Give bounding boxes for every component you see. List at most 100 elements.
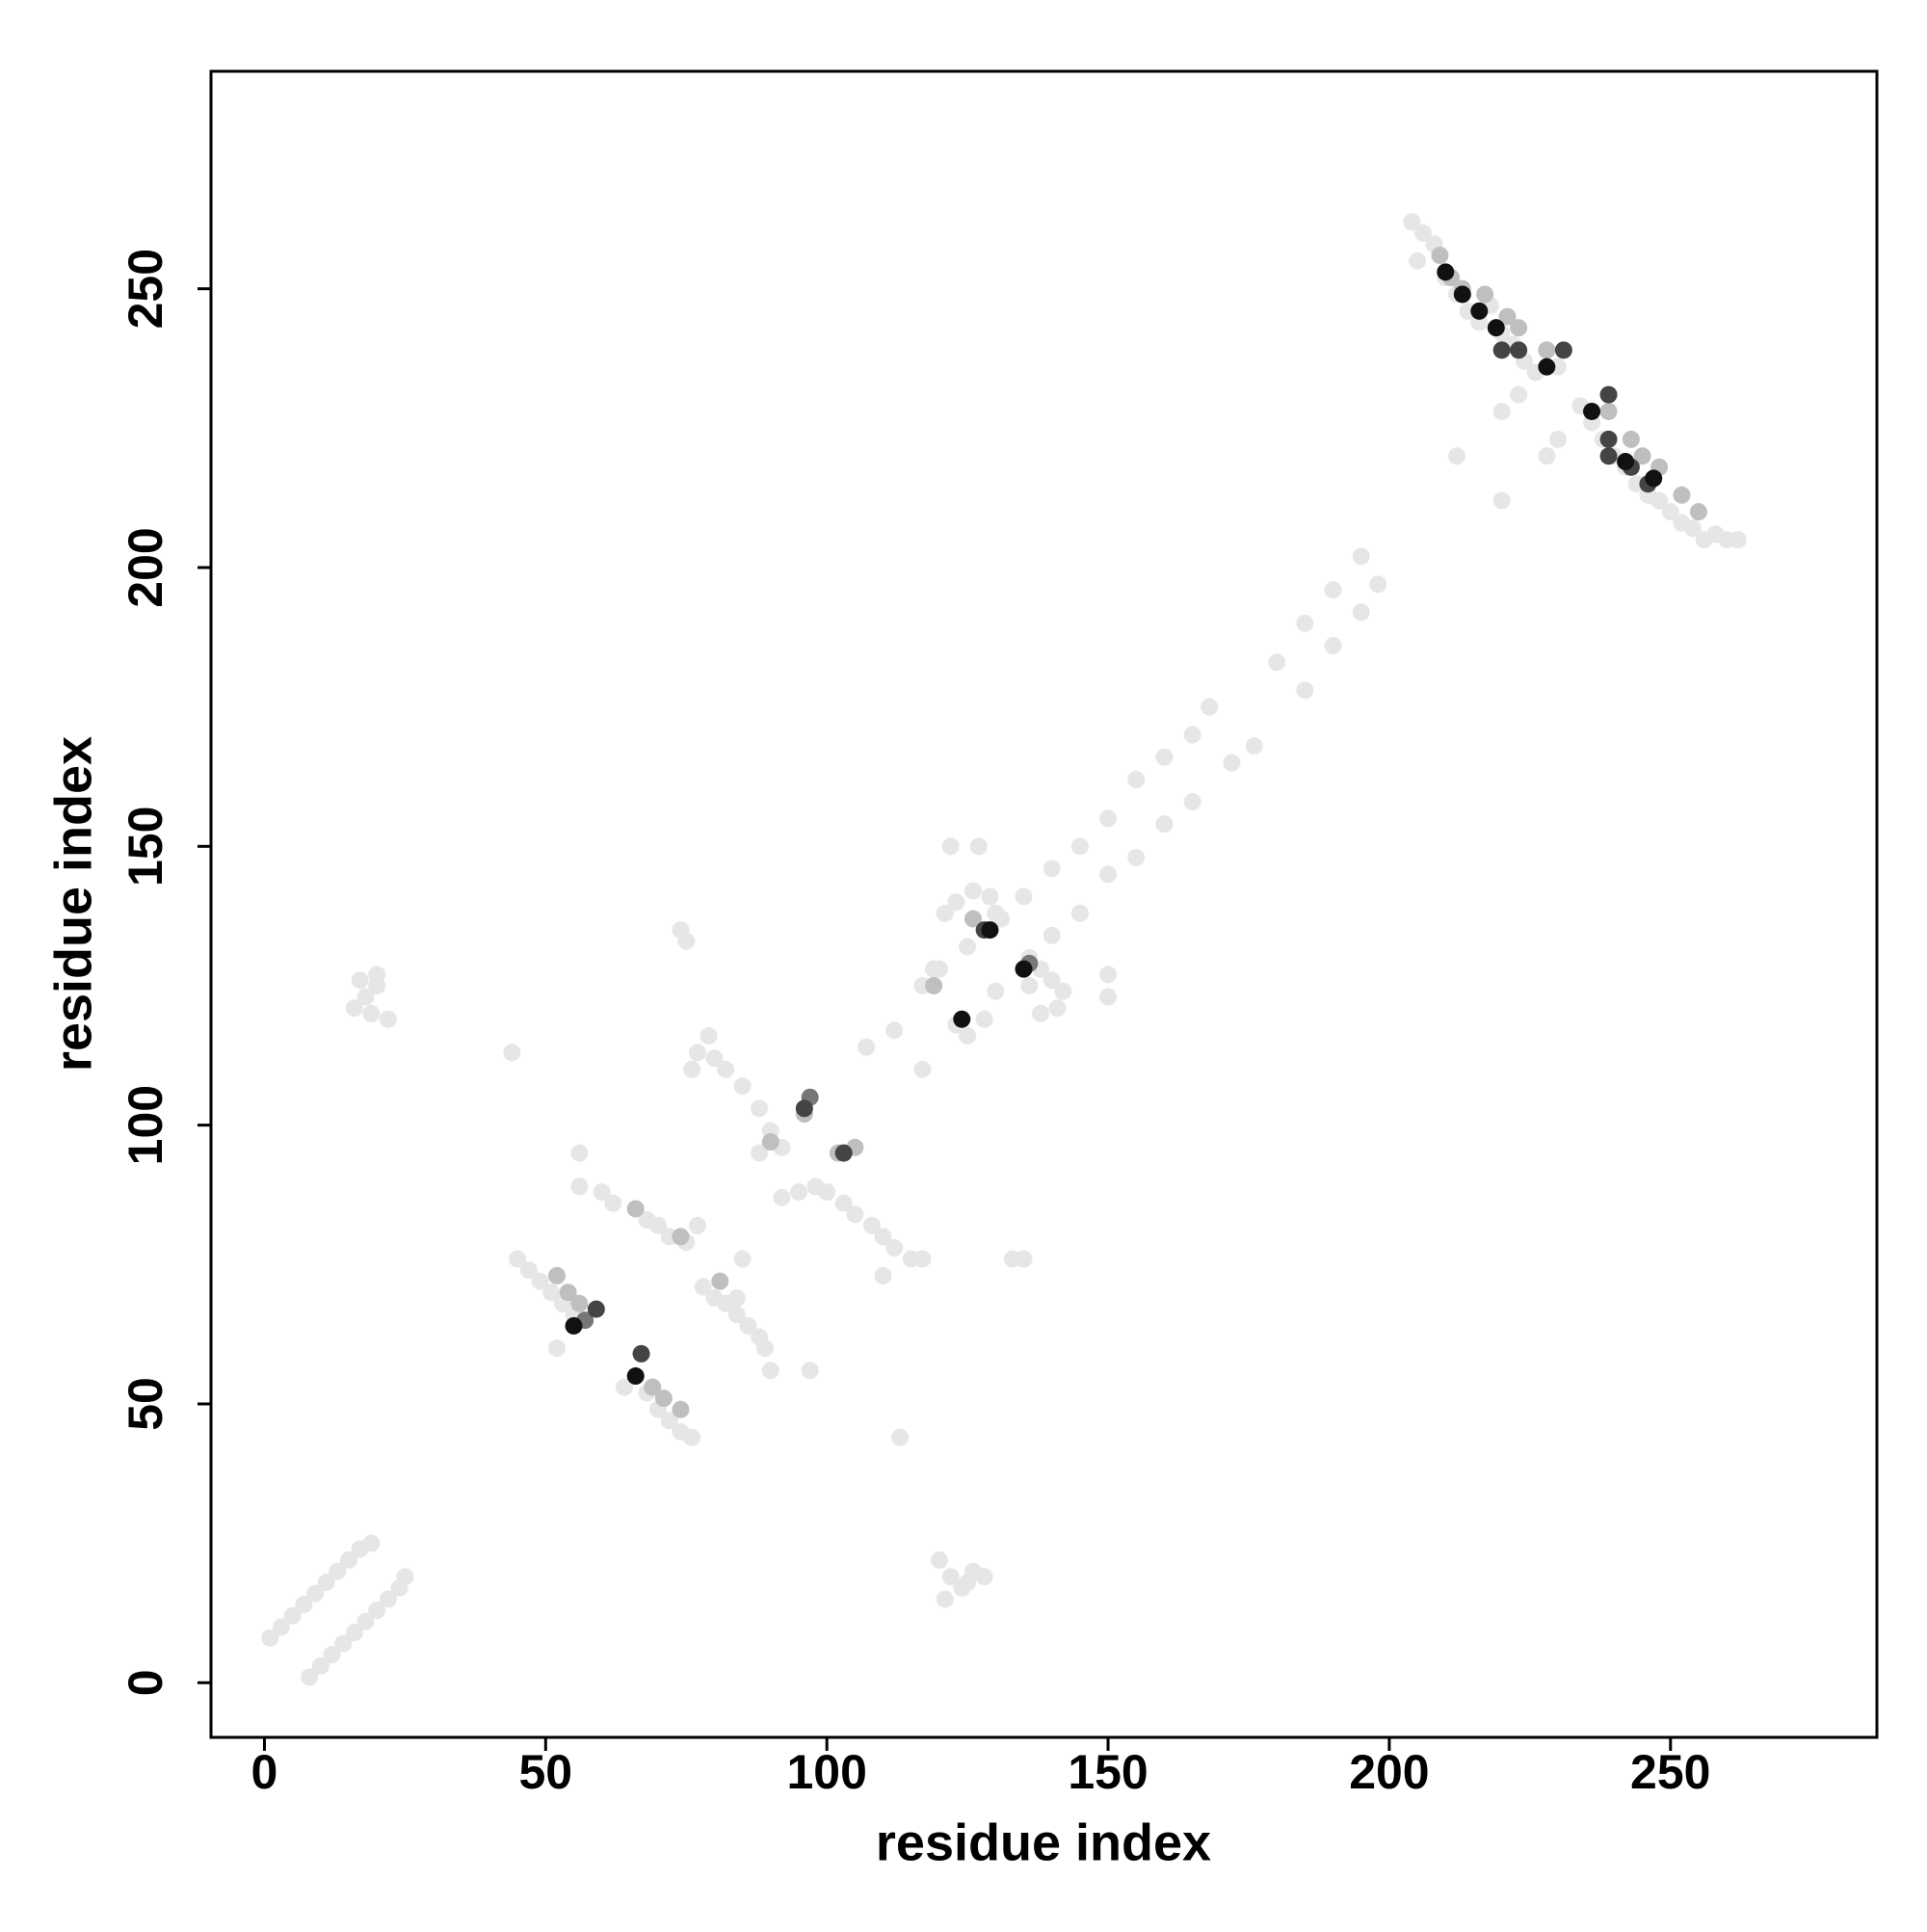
contact-point [519, 1261, 538, 1280]
contact-point [953, 1010, 971, 1028]
contact-point [1617, 453, 1635, 471]
contact-point [1183, 726, 1201, 744]
contact-point [272, 1618, 290, 1636]
contact-point [1043, 926, 1061, 944]
contact-point [925, 976, 943, 994]
contact-point [1447, 447, 1465, 465]
contact-point [1070, 904, 1089, 922]
contact-point [362, 1534, 381, 1552]
contact-point [683, 1060, 701, 1078]
contact-point [1155, 748, 1174, 766]
contact-point [379, 1590, 397, 1608]
contact-point [345, 1624, 363, 1642]
contact-point [1352, 547, 1370, 566]
contact-point [672, 1400, 690, 1418]
contact-point [396, 1568, 414, 1586]
contact-point [1015, 887, 1033, 906]
contact-point [1599, 385, 1618, 404]
contact-point [941, 1568, 960, 1586]
contact-point [1633, 447, 1651, 465]
contact-point [351, 971, 369, 990]
contact-point [913, 1060, 932, 1078]
contact-point [936, 904, 954, 922]
y-tick-label: 50 [119, 1377, 172, 1431]
contact-point [959, 1027, 977, 1045]
contact-point [1015, 960, 1033, 978]
contact-point [570, 1178, 589, 1196]
contact-point [1099, 865, 1118, 884]
contact-point [345, 999, 363, 1018]
contact-point [1431, 246, 1449, 264]
contact-point [531, 1272, 549, 1290]
contact-point [858, 1038, 876, 1056]
contact-point [705, 1049, 724, 1068]
contact-point [1043, 860, 1061, 878]
contact-point [885, 1238, 904, 1257]
contact-point [717, 1060, 735, 1078]
contact-point [925, 960, 943, 978]
contact-point [1599, 430, 1618, 448]
contact-point [1510, 385, 1528, 404]
contact-point [761, 1133, 779, 1151]
contact-point [1054, 982, 1072, 1000]
contact-point [565, 1316, 583, 1335]
contact-point [1599, 402, 1618, 420]
contact-point [969, 837, 988, 856]
contact-point [1155, 815, 1174, 834]
contact-point [295, 1596, 313, 1614]
contact-point [1099, 809, 1118, 828]
contact-point [1296, 681, 1314, 700]
plot-frame [209, 69, 1879, 1739]
contact-point [874, 1228, 892, 1246]
x-tick-label: 100 [786, 1745, 866, 1799]
contact-point [644, 1378, 662, 1396]
y-tick-label: 200 [119, 527, 172, 607]
contact-point [700, 1027, 718, 1045]
contact-point [694, 1278, 712, 1296]
contact-point [818, 1183, 836, 1202]
contact-point [959, 938, 977, 956]
contact-point [1453, 285, 1471, 304]
contact-point [1127, 770, 1146, 788]
contact-point [755, 1339, 774, 1358]
contact-point [862, 1216, 881, 1234]
contact-point [751, 1144, 769, 1162]
contact-point [1492, 491, 1511, 510]
contact-point [1729, 531, 1747, 549]
contact-point [1099, 966, 1118, 984]
contact-point [1487, 319, 1505, 337]
contact-point [311, 1656, 330, 1675]
contact-point [834, 1194, 853, 1212]
x-tick-label: 0 [251, 1745, 278, 1799]
contact-point [683, 1428, 701, 1446]
contact-point [885, 1021, 904, 1040]
contact-point [1413, 224, 1432, 242]
contact-point [1538, 447, 1556, 465]
contact-point [1369, 575, 1387, 594]
contact-point [1538, 357, 1556, 376]
contact-point [626, 1200, 645, 1218]
contact-point [283, 1606, 302, 1625]
contact-point [1689, 503, 1707, 521]
contact-point [1437, 263, 1455, 281]
contact-point [570, 1294, 589, 1312]
contact-point [913, 1250, 932, 1268]
contact-point [1661, 503, 1679, 521]
contact-point [1476, 285, 1494, 304]
contact-point [509, 1250, 527, 1268]
contact-point [1183, 793, 1201, 811]
contact-point [1492, 402, 1511, 420]
contact-point [593, 1183, 611, 1202]
contact-point [1470, 302, 1489, 320]
y-tick-label: 150 [119, 807, 172, 887]
contact-point [789, 1183, 807, 1202]
contact-point [1599, 447, 1618, 465]
contact-point [1201, 698, 1219, 716]
contact-point [356, 1612, 375, 1630]
contact-point [981, 887, 999, 906]
x-tick-label: 250 [1630, 1745, 1710, 1799]
contact-point [711, 1272, 729, 1290]
contact-point [1403, 213, 1421, 231]
